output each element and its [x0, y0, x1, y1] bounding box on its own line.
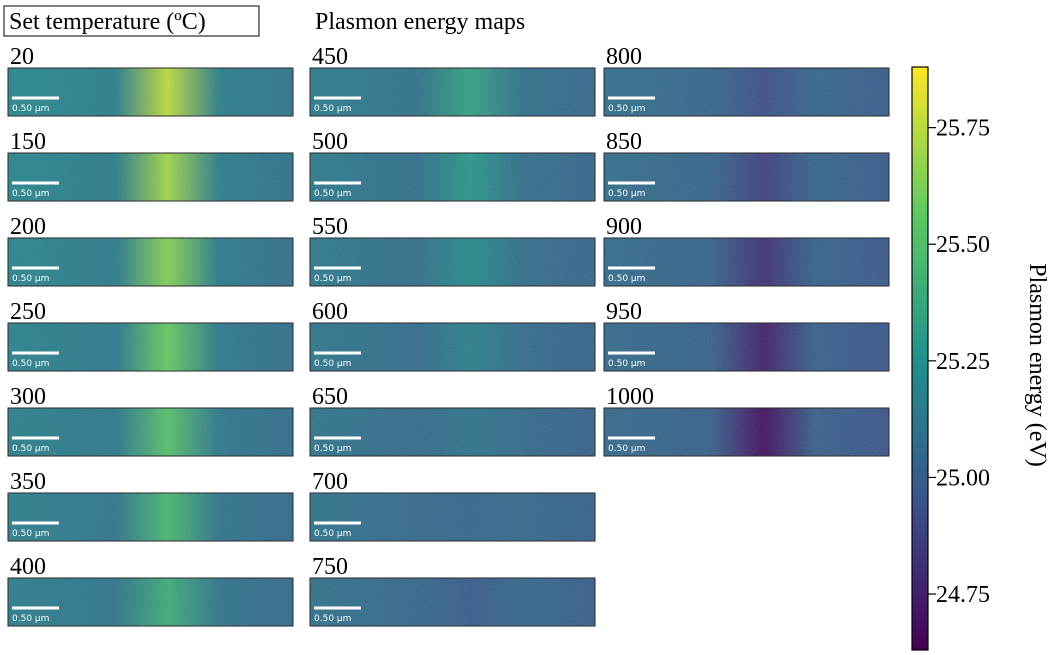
map-label: 700	[312, 469, 348, 495]
map-noise	[310, 238, 595, 286]
scale-bar-label: 0.50 µm	[608, 189, 645, 199]
colorbar-tick-label: 25.00	[936, 465, 990, 491]
map-noise	[8, 323, 293, 371]
map-label: 1000	[606, 384, 654, 410]
map-noise	[8, 153, 293, 201]
scale-bar-label: 0.50 µm	[12, 529, 49, 539]
map-label: 350	[10, 469, 46, 495]
map-noise	[604, 323, 889, 371]
colorbar-label: Plasmon energy (eV)	[1024, 263, 1050, 467]
map-label: 550	[312, 214, 348, 240]
scale-bar-label: 0.50 µm	[314, 274, 351, 284]
map-noise	[8, 408, 293, 456]
scale-bar-label: 0.50 µm	[12, 359, 49, 369]
map-label: 600	[312, 299, 348, 325]
map-noise	[604, 238, 889, 286]
colorbar-tick-label: 25.25	[936, 349, 990, 375]
map-label: 300	[10, 384, 46, 410]
scale-bar-label: 0.50 µm	[12, 274, 49, 284]
scale-bar-label: 0.50 µm	[608, 359, 645, 369]
map-noise	[310, 68, 595, 116]
title: Set temperature (ºC)	[9, 9, 206, 35]
scale-bar-label: 0.50 µm	[314, 444, 351, 454]
scale-bar-label: 0.50 µm	[314, 529, 351, 539]
scale-bar-label: 0.50 µm	[314, 104, 351, 114]
map-label: 850	[606, 129, 642, 155]
subtitle: Plasmon energy maps	[315, 9, 525, 35]
scale-bar-label: 0.50 µm	[608, 274, 645, 284]
colorbar	[911, 66, 929, 651]
map-noise	[310, 493, 595, 541]
map-noise	[310, 323, 595, 371]
map-label: 950	[606, 299, 642, 325]
scale-bar-label: 0.50 µm	[608, 104, 645, 114]
map-label: 20	[10, 44, 34, 70]
map-noise	[8, 68, 293, 116]
map-noise	[8, 238, 293, 286]
map-label: 200	[10, 214, 46, 240]
map-noise	[310, 408, 595, 456]
map-noise	[310, 153, 595, 201]
map-label: 750	[312, 554, 348, 580]
map-noise	[604, 68, 889, 116]
map-label: 800	[606, 44, 642, 70]
scale-bar-label: 0.50 µm	[314, 189, 351, 199]
scale-bar-label: 0.50 µm	[314, 359, 351, 369]
map-label: 500	[312, 129, 348, 155]
colorbar-tick-label: 24.75	[936, 582, 990, 608]
map-noise	[8, 493, 293, 541]
colorbar-tick-label: 25.75	[936, 116, 990, 142]
map-noise	[604, 153, 889, 201]
map-noise	[604, 408, 889, 456]
map-label: 900	[606, 214, 642, 240]
map-noise	[310, 578, 595, 626]
scale-bar-label: 0.50 µm	[12, 614, 49, 624]
map-label: 250	[10, 299, 46, 325]
scale-bar-label: 0.50 µm	[314, 614, 351, 624]
title-box	[3, 5, 260, 37]
scale-bar-label: 0.50 µm	[608, 444, 645, 454]
map-label: 150	[10, 129, 46, 155]
scale-bar-label: 0.50 µm	[12, 104, 49, 114]
colorbar-tick-label: 25.50	[936, 232, 990, 258]
map-label: 400	[10, 554, 46, 580]
scale-bar-label: 0.50 µm	[12, 189, 49, 199]
scale-bar-label: 0.50 µm	[12, 444, 49, 454]
map-label: 650	[312, 384, 348, 410]
map-label: 450	[312, 44, 348, 70]
map-noise	[8, 578, 293, 626]
